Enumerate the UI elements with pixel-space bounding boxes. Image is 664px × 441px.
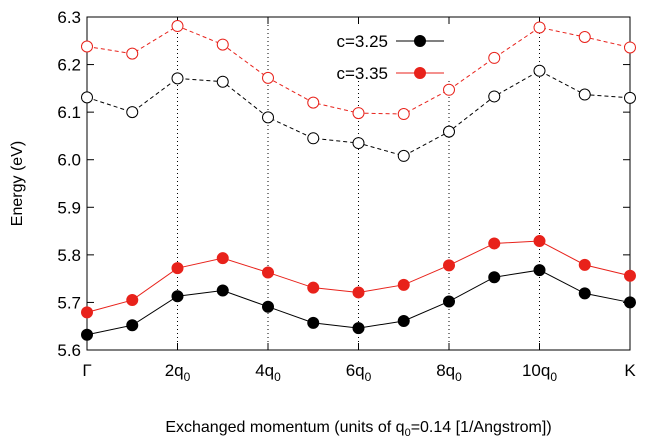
series-2 — [81, 235, 636, 319]
data-point — [262, 71, 274, 84]
y-tick-label: 5.9 — [57, 198, 81, 217]
data-point — [307, 132, 320, 145]
series-layer — [81, 20, 636, 341]
data-point — [171, 20, 184, 33]
data-point — [488, 271, 501, 284]
legend-marker — [414, 67, 426, 79]
data-point — [443, 83, 455, 96]
data-point — [533, 264, 546, 277]
data-point — [397, 278, 410, 291]
data-point — [262, 300, 274, 313]
data-point — [352, 322, 365, 335]
data-point — [352, 137, 365, 150]
x-tick-label: 4q0 — [255, 361, 281, 384]
legend-label: c=3.35 — [336, 64, 388, 83]
data-point — [443, 125, 455, 138]
axis-titles: Exchanged momentum (units of q0=0.14 [1/… — [9, 141, 552, 439]
x-tick-label: 2q0 — [165, 361, 191, 384]
data-point — [171, 72, 184, 85]
data-point — [126, 294, 139, 307]
x-axis-title: Exchanged momentum (units of q0=0.14 [1/… — [165, 419, 551, 439]
y-axis-title: Energy (eV) — [9, 141, 26, 226]
data-point — [216, 38, 229, 51]
legend-marker — [414, 35, 426, 47]
data-point — [216, 284, 229, 297]
x-tick-label: 6q0 — [346, 361, 372, 384]
data-point — [397, 314, 410, 327]
x-tick-label: Γ — [82, 361, 91, 380]
data-point — [216, 75, 229, 88]
x-tick-label: K — [624, 361, 636, 380]
data-point — [126, 47, 139, 60]
data-point — [126, 319, 139, 332]
data-point — [262, 111, 274, 124]
data-point — [624, 91, 636, 104]
data-point — [307, 281, 320, 294]
data-point — [397, 108, 410, 121]
axis-ticks: 5.6 5.7 5.8 5.9 6.0 6.1 6.2 6.3 Γ 2q0 4q0 6q0 8q0 10q… — [57, 8, 636, 384]
y-tick-label: 6.2 — [57, 56, 81, 75]
data-point — [488, 51, 501, 64]
data-point — [443, 295, 455, 308]
y-tick-label: 5.8 — [57, 246, 81, 265]
y-tick-label: 6.0 — [57, 151, 81, 170]
x-tick-label: 8q0 — [436, 361, 462, 384]
data-point — [352, 107, 365, 120]
data-point — [216, 252, 229, 265]
y-tick-label: 6.1 — [57, 103, 81, 122]
data-point — [624, 296, 636, 309]
data-point — [533, 235, 546, 248]
data-point — [262, 266, 274, 279]
data-point — [171, 290, 184, 303]
data-point — [578, 287, 591, 300]
y-tick-label: 6.3 — [57, 8, 81, 27]
data-point — [352, 286, 365, 299]
data-point — [81, 306, 93, 319]
data-point — [81, 40, 93, 53]
data-point — [624, 41, 636, 54]
data-point — [443, 259, 455, 272]
data-point — [307, 96, 320, 109]
series-4 — [81, 20, 636, 121]
series-1 — [81, 264, 636, 341]
data-point — [126, 106, 139, 119]
data-point — [578, 88, 591, 101]
data-point — [578, 30, 591, 43]
data-point — [624, 269, 636, 282]
data-point — [81, 91, 93, 104]
data-point — [533, 21, 546, 34]
legend-label: c=3.25 — [336, 32, 388, 51]
y-tick-label: 5.6 — [57, 341, 81, 360]
data-point — [307, 316, 320, 329]
data-point — [578, 258, 591, 271]
legend: c=3.25 c=3.35 — [290, 24, 450, 83]
data-point — [533, 64, 546, 77]
y-tick-label: 5.7 — [57, 293, 81, 312]
data-point — [81, 328, 93, 341]
data-point — [488, 237, 501, 250]
data-point — [488, 90, 501, 103]
data-point — [171, 262, 184, 275]
series-3 — [81, 64, 636, 162]
data-point — [397, 149, 410, 162]
x-tick-label: 10q0 — [522, 361, 557, 384]
